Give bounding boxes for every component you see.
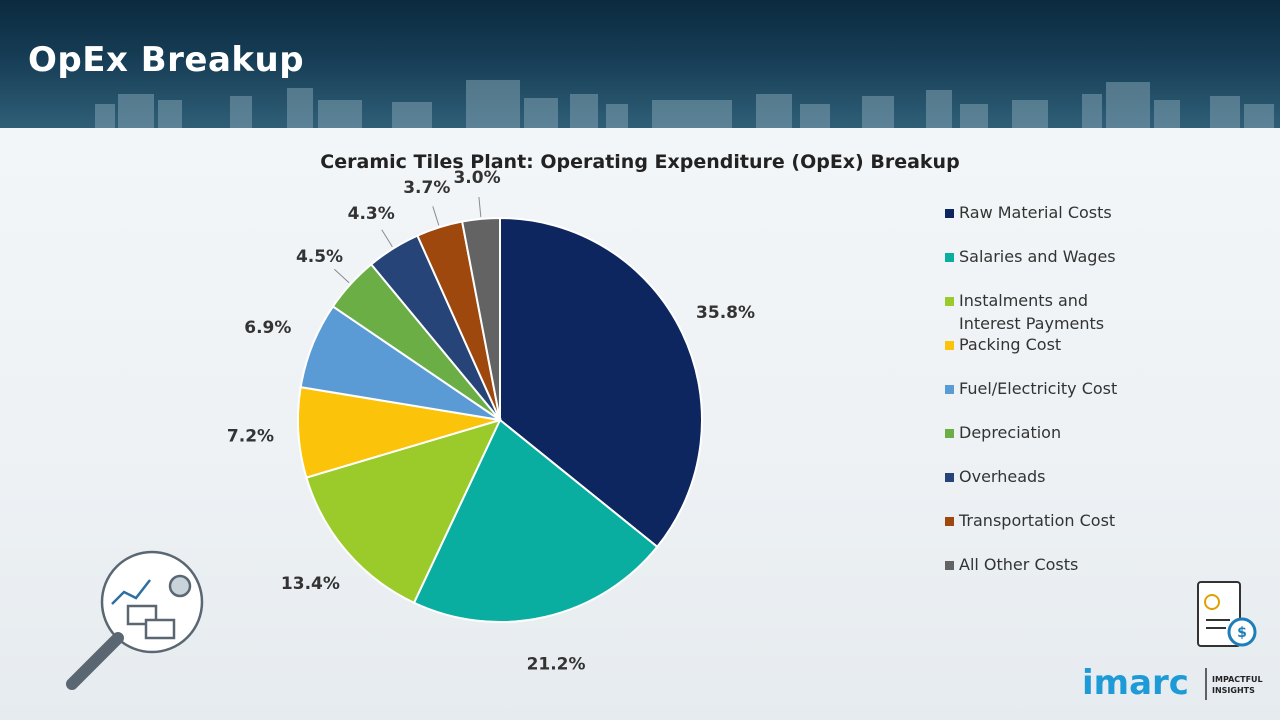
slice-label-4: 6.9% (244, 318, 291, 338)
slice-label-2: 13.4% (281, 574, 340, 594)
slice-label-3: 7.2% (227, 427, 274, 447)
opex-pie-chart: Ceramic Tiles Plant: Operating Expenditu… (227, 151, 1117, 675)
brand-tagline-1: IMPACTFUL (1212, 675, 1263, 684)
legend-label-6: Overheads (959, 467, 1045, 486)
pie-slice-2 (305, 418, 502, 605)
slice-label-7: 3.7% (403, 178, 450, 198)
chart-area: Ceramic Tiles Plant: Operating Expenditu… (0, 128, 1280, 720)
slice-label-6: 4.3% (348, 204, 395, 224)
brand-name: imarc (1082, 663, 1189, 703)
legend-swatch-2 (945, 297, 954, 306)
svg-text:$: $ (1237, 625, 1247, 641)
slice-label-5: 4.5% (296, 247, 343, 267)
pie-slice-1 (412, 418, 659, 623)
legend-label-5: Depreciation (959, 423, 1061, 442)
pie-slice-8 (460, 216, 501, 421)
slice-label-0: 35.8% (696, 303, 755, 323)
legend-swatch-6 (945, 473, 954, 482)
leader-lines (333, 196, 482, 284)
legend-swatch-3 (945, 341, 954, 350)
slice-labels: 35.8% 21.2% 13.4% 7.2% 6.9% 4.5% 4.3% 3.7%3.0% (227, 168, 755, 675)
legend-label-8: All Other Costs (959, 555, 1078, 574)
pie-slice-0 (499, 216, 703, 549)
leader-line-6 (381, 229, 393, 247)
legend-swatch-4 (945, 385, 954, 394)
city-skyline-graphic (95, 80, 1274, 128)
legend-swatch-5 (945, 429, 954, 438)
legend-label-0: Raw Material Costs (959, 203, 1112, 222)
analytics-magnifier-icon (66, 550, 204, 690)
legend-swatch-0 (945, 209, 954, 218)
slice-label-1: 21.2% (527, 655, 586, 675)
legend-label-2: Instalments and Interest Payments (959, 291, 1104, 333)
leader-line-7 (432, 206, 440, 226)
legend-swatch-8 (945, 561, 954, 570)
page-title: OpEx Breakup (28, 40, 305, 80)
brand-logo: imarc IMPACTFUL INSIGHTS (1082, 660, 1272, 706)
slice-label-8: 3.0% (453, 168, 500, 188)
legend-label-1: Salaries and Wages (959, 247, 1116, 266)
header-banner: OpEx Breakup (0, 0, 1280, 128)
pie-slices (297, 216, 703, 623)
legend-label-4: Fuel/Electricity Cost (959, 379, 1117, 398)
brand-tagline-2: INSIGHTS (1212, 686, 1255, 695)
chart-title: Ceramic Tiles Plant: Operating Expenditu… (320, 151, 959, 173)
chart-legend: Raw Material Costs Salaries and Wages Inst… (945, 203, 1117, 574)
legend-swatch-7 (945, 517, 954, 526)
legend-swatch-1 (945, 253, 954, 262)
leader-line-5 (333, 268, 350, 284)
legend-label-3: Packing Cost (959, 335, 1061, 354)
leader-line-8 (478, 196, 482, 217)
legend-label-7: Transportation Cost (958, 511, 1115, 530)
cost-document-icon: $ (1197, 581, 1257, 647)
